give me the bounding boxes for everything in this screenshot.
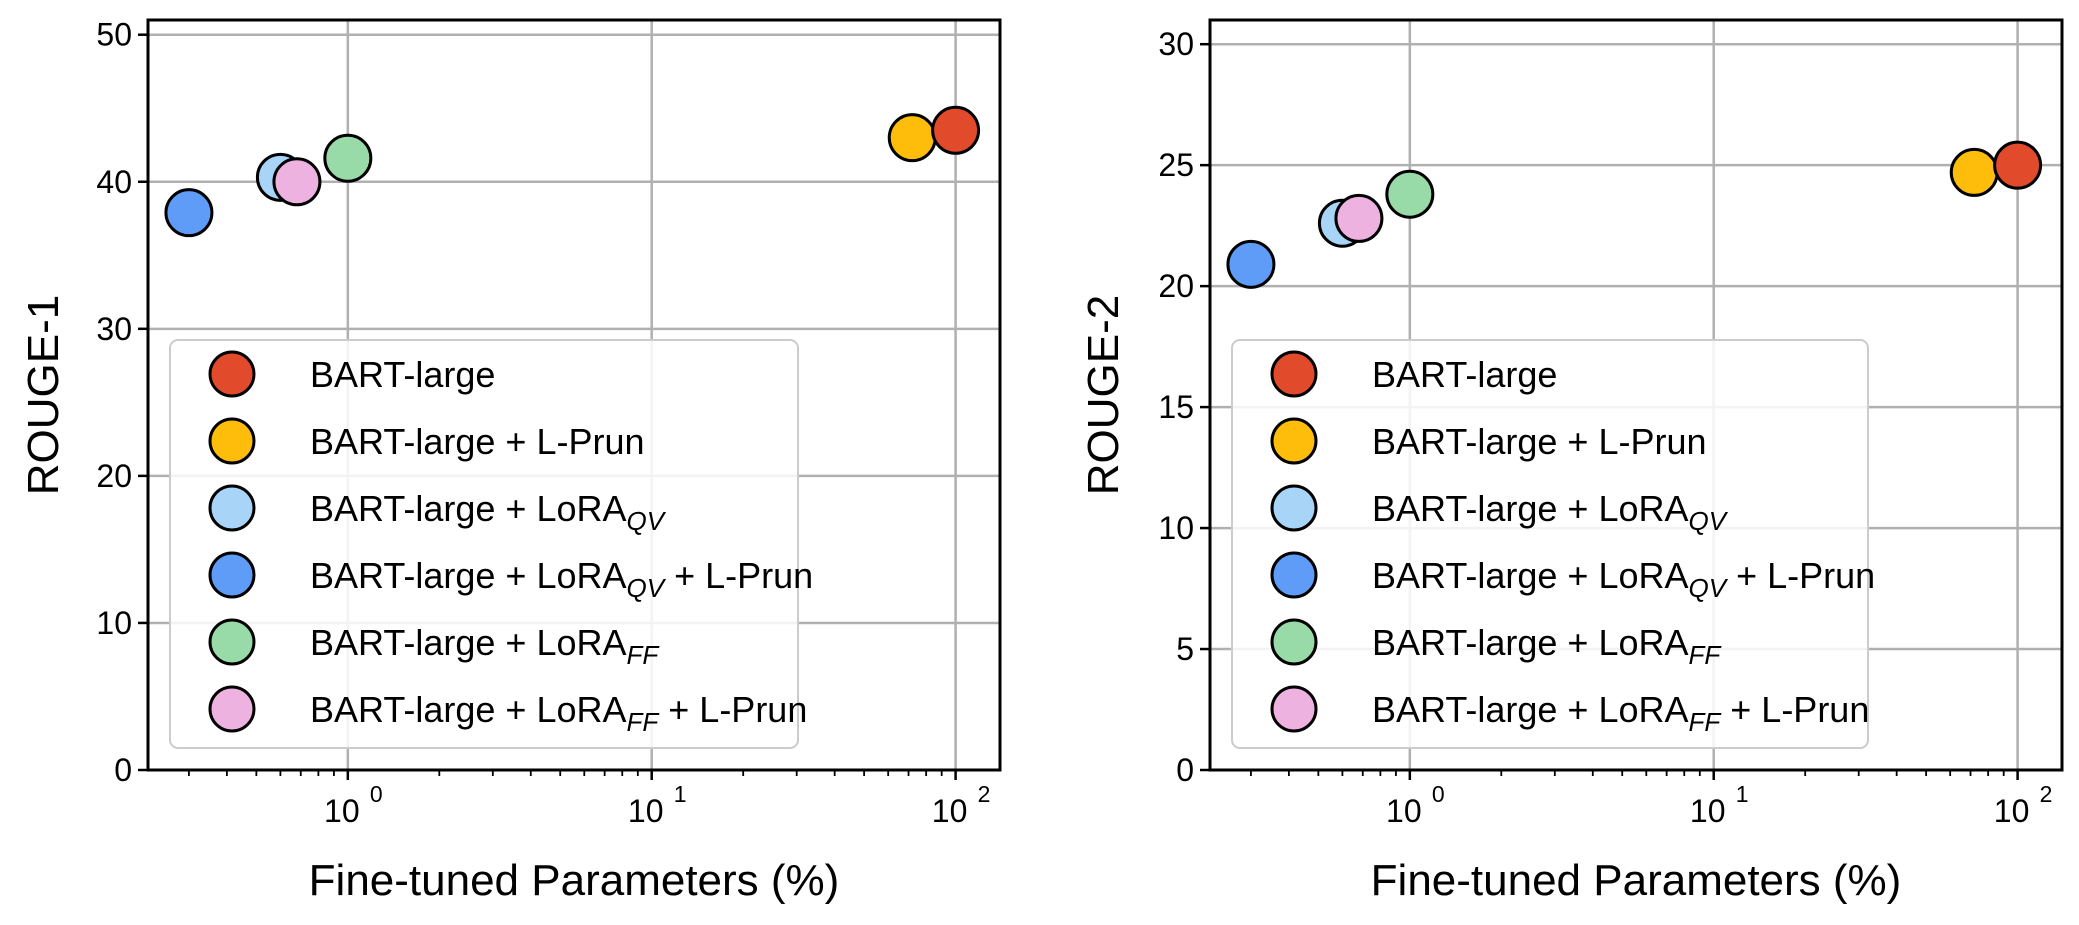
legend-frame xyxy=(1231,339,1869,749)
legend-label-main: BART-large + LoRA xyxy=(1372,555,1689,596)
x-tick-label-exponent: 0 xyxy=(1432,781,1445,807)
legend-label-main: BART-large + L-Prun xyxy=(1372,421,1707,462)
plot-frame xyxy=(146,18,1002,772)
legend-label-subscript: FF xyxy=(1689,707,1723,737)
legend-marker xyxy=(1270,551,1318,599)
y-tick-label: 0 xyxy=(1176,752,1194,788)
legend-label: BART-large + LoRAQV + L-Prun xyxy=(1372,555,1875,603)
legend-label-subscript: QV xyxy=(627,573,667,603)
legend-label-subscript: QV xyxy=(1689,506,1729,536)
data-points xyxy=(1226,140,2043,289)
x-tick-label-base: 10 xyxy=(932,793,968,829)
legend-label-main: BART-large + LoRA xyxy=(310,488,627,529)
x-tick-label-exponent: 1 xyxy=(1736,781,1749,807)
legend-label: BART-large + LoRAFF + L-Prun xyxy=(1372,689,1869,737)
legend-label: BART-large + LoRAFF xyxy=(310,622,660,670)
x-tick-label-exponent: 2 xyxy=(978,781,991,807)
legend-label: BART-large xyxy=(1372,354,1557,395)
legend-marker xyxy=(208,350,256,398)
y-tick-label: 15 xyxy=(1158,389,1194,425)
legend: BART-large BART-large + L-Prun BART-large … xyxy=(169,339,813,749)
legend-label-tail: + L-Prun xyxy=(1720,689,1869,730)
x-axis-label: Fine-tuned Parameters (%) xyxy=(1371,856,1902,905)
y-tick-label: 20 xyxy=(1158,268,1194,304)
scatter-point xyxy=(1993,140,2043,190)
legend-marker xyxy=(208,417,256,465)
plot-frame xyxy=(1208,18,2064,772)
scatter-point xyxy=(1385,169,1435,219)
x-tick-label-base: 10 xyxy=(1386,793,1422,829)
scatter-point xyxy=(272,157,322,207)
x-tick-label-base: 10 xyxy=(1994,793,2030,829)
data-points xyxy=(164,105,981,238)
x-tick-label-exponent: 2 xyxy=(2040,781,2053,807)
legend-marker xyxy=(1270,685,1318,733)
legend-label: BART-large + L-Prun xyxy=(310,421,645,462)
scatter-point xyxy=(931,105,981,155)
legend-marker xyxy=(208,685,256,733)
legend-label-main: BART-large + L-Prun xyxy=(310,421,645,462)
legend-frame xyxy=(169,339,799,749)
legend-label-subscript: FF xyxy=(1689,640,1723,670)
scatter-point xyxy=(323,133,373,183)
legend-label: BART-large + LoRAFF + L-Prun xyxy=(310,689,807,737)
y-tick-label: 30 xyxy=(96,311,132,347)
scatter-point xyxy=(1334,193,1384,243)
y-tick-label: 10 xyxy=(1158,510,1194,546)
y-tick-label: 0 xyxy=(114,752,132,788)
legend-label: BART-large + LoRAFF xyxy=(1372,622,1722,670)
legend-label-main: BART-large xyxy=(310,354,495,395)
y-tick-label: 25 xyxy=(1158,147,1194,183)
y-tick-label: 20 xyxy=(96,458,132,494)
legend-label-main: BART-large + LoRA xyxy=(310,622,627,663)
x-tick-label-base: 10 xyxy=(324,793,360,829)
legend-label-subscript: FF xyxy=(627,707,661,737)
y-tick-label: 50 xyxy=(96,17,132,53)
legend-label: BART-large + LoRAQV xyxy=(310,488,667,536)
legend-marker xyxy=(1270,417,1318,465)
legend-marker xyxy=(1270,618,1318,666)
x-tick-label-exponent: 0 xyxy=(370,781,383,807)
legend-label: BART-large + L-Prun xyxy=(1372,421,1707,462)
legend-label-main: BART-large + LoRA xyxy=(310,689,627,730)
y-tick-label: 5 xyxy=(1176,631,1194,667)
legend-marker xyxy=(208,618,256,666)
legend-marker xyxy=(1270,484,1318,532)
legend-label-main: BART-large xyxy=(1372,354,1557,395)
y-tick-label: 30 xyxy=(1158,26,1194,62)
legend-label-tail: + L-Prun xyxy=(658,689,807,730)
legend-marker xyxy=(208,551,256,599)
legend-marker xyxy=(1270,350,1318,398)
y-tick-label: 10 xyxy=(96,605,132,641)
legend-label: BART-large + LoRAQV xyxy=(1372,488,1729,536)
legend-label-main: BART-large + LoRA xyxy=(1372,488,1689,529)
legend-label: BART-large + LoRAQV + L-Prun xyxy=(310,555,813,603)
x-axis-label: Fine-tuned Parameters (%) xyxy=(309,856,840,905)
legend-label-subscript: QV xyxy=(1689,573,1729,603)
legend-label-main: BART-large + LoRA xyxy=(310,555,627,596)
legend-label-main: BART-large + LoRA xyxy=(1372,689,1689,730)
legend-label-subscript: QV xyxy=(627,506,667,536)
legend-label-tail: + L-Prun xyxy=(664,555,813,596)
legend-label-tail: + L-Prun xyxy=(1726,555,1875,596)
scatter-point xyxy=(1949,147,1999,197)
y-axis-label: ROUGE-1 xyxy=(19,295,68,495)
y-axis-label: ROUGE-2 xyxy=(1079,295,1128,495)
scatter-point xyxy=(887,113,937,163)
x-tick-label-base: 10 xyxy=(628,793,664,829)
x-tick-label-exponent: 1 xyxy=(674,781,687,807)
legend-label: BART-large xyxy=(310,354,495,395)
legend-marker xyxy=(208,484,256,532)
scatter-point xyxy=(1226,239,1276,289)
legend-label-main: BART-large + LoRA xyxy=(1372,622,1689,663)
legend-label-subscript: FF xyxy=(627,640,661,670)
scatter-point xyxy=(164,188,214,238)
x-tick-label-base: 10 xyxy=(1690,793,1726,829)
legend: BART-large BART-large + L-Prun BART-large … xyxy=(1231,339,1875,749)
y-tick-label: 40 xyxy=(96,164,132,200)
